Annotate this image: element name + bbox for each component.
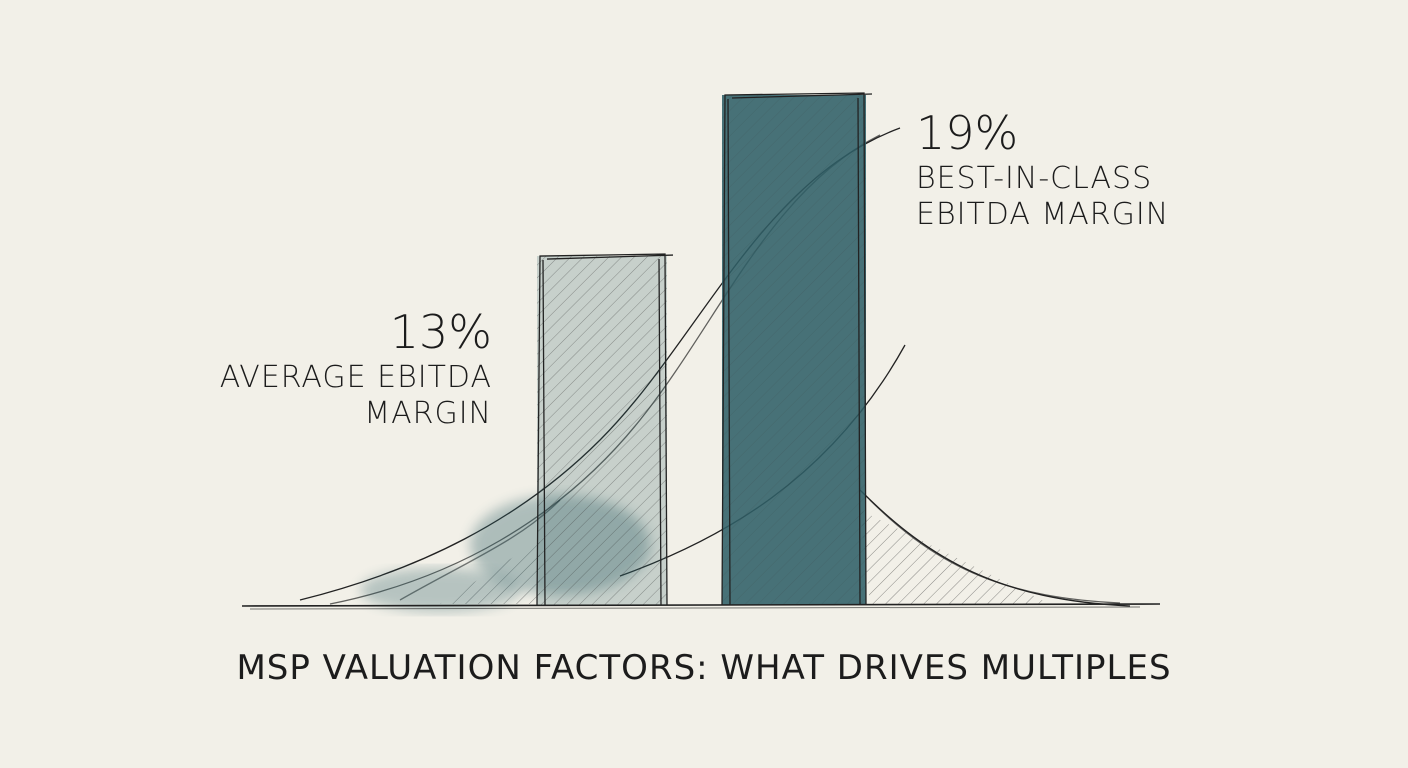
value-label: 19% bbox=[916, 106, 1019, 160]
bar-outline bbox=[536, 253, 674, 606]
bar-hatch bbox=[537, 256, 667, 605]
bar-outline bbox=[721, 92, 873, 606]
baseline bbox=[241, 603, 1161, 607]
chart-title: MSP VALUATION FACTORS: WHAT DRIVES MULTI… bbox=[236, 648, 1172, 688]
category-label: BEST-IN-CLASS EBITDA MARGIN bbox=[916, 161, 1170, 232]
bars bbox=[536, 92, 873, 606]
value-label: 13% bbox=[389, 305, 492, 360]
bar-hatch bbox=[722, 95, 866, 605]
baseline-sketch bbox=[249, 606, 1141, 610]
category-label: AVERAGE EBITDA MARGIN bbox=[219, 360, 492, 432]
